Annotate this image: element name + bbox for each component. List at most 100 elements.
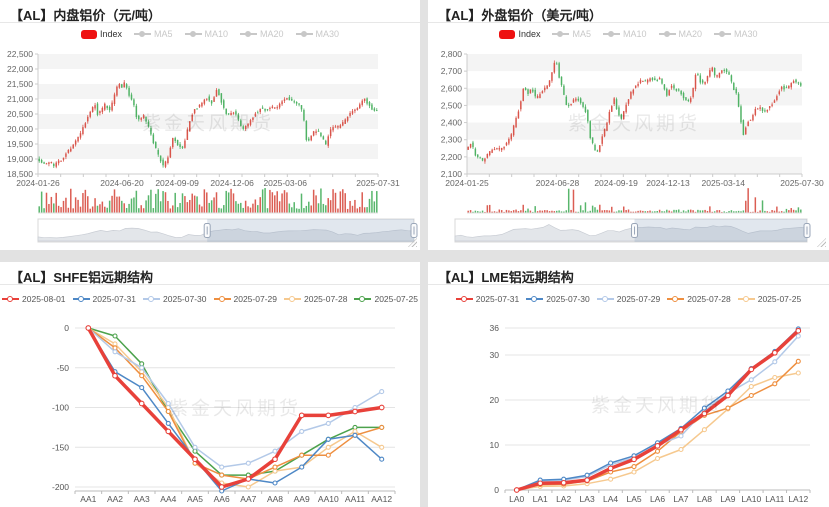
svg-text:LA10: LA10 [741,494,761,504]
legend-item[interactable]: MA10 [603,28,647,40]
page-title: 【AL】内盘铝价（元/吨） [0,0,420,23]
legend-item[interactable]: 2025-07-29 [213,293,277,305]
page-title: 【AL】LME铝远期结构 [428,262,829,285]
svg-text:2,100: 2,100 [441,169,463,179]
legend-line-icon [72,296,90,303]
legend-label: 2025-07-29 [233,294,277,304]
svg-text:0: 0 [64,323,69,333]
svg-text:20,500: 20,500 [7,109,33,119]
legend-line-icon [354,296,372,303]
svg-text:LA12: LA12 [788,494,808,504]
legend-item[interactable]: MA20 [240,28,284,40]
datazoom-selection[interactable] [634,219,807,242]
shfe-price-plot[interactable]: 22,500 22,000 21,500 21,000 20,500 20,000 19,5… [0,0,420,250]
legend-line-icon [2,296,20,303]
svg-text:2,800: 2,800 [441,49,463,59]
svg-text:2,300: 2,300 [441,135,463,145]
legend-line-icon [714,31,732,38]
legend-item[interactable]: Index [80,28,122,40]
legend-label: 2025-07-31 [475,294,520,304]
legend-item[interactable]: 2025-07-28 [667,293,731,305]
legend-item[interactable]: 2025-07-25 [737,293,801,305]
svg-text:AA2: AA2 [107,494,123,504]
svg-text:2024-12-06: 2024-12-06 [210,178,254,188]
chart-legend: 2025-07-31 2025-07-30 2025-07-29 2025-07-28… [428,293,829,305]
legend-line-icon [658,31,676,38]
page-title: 【AL】SHFE铝远期结构 [0,262,420,285]
svg-text:10: 10 [490,440,500,450]
svg-text:LA0: LA0 [509,494,524,504]
svg-text:LA2: LA2 [556,494,571,504]
svg-text:18,500: 18,500 [7,169,33,179]
lme-curve-plot[interactable]: 36 30 20 10 0 LA0 LA1 LA2 LA3 LA4 LA5 LA6 LA7 LA8 LA9 L… [428,262,829,507]
legend-label: 2025-08-01 [22,294,66,304]
legend-item[interactable]: 2025-07-29 [596,293,661,305]
panel-lme-price: 2,800 2,700 2,600 2,500 2,400 2,300 2,200 2,100… [428,0,829,250]
panel-shfe-curve: 0 -50 -100 -150 -200 AA1 AA2 AA3 AA4 AA5 AA6 AA7 AA8… [0,262,420,507]
legend-label: 2025-07-25 [374,294,418,304]
svg-text:2,600: 2,600 [441,83,463,93]
legend-item[interactable]: MA5 [552,28,591,40]
legend-label: 2025-07-29 [616,294,661,304]
svg-text:LA4: LA4 [603,494,618,504]
legend-item[interactable]: MA30 [714,28,758,40]
svg-text:2024-12-13: 2024-12-13 [646,178,690,188]
legend-label: 2025-07-28 [687,294,731,304]
svg-text:22,000: 22,000 [7,64,33,74]
svg-text:LA8: LA8 [697,494,712,504]
svg-text:AA12: AA12 [371,494,392,504]
legend-label: Index [99,29,122,39]
resize-grip-icon[interactable] [408,238,417,247]
legend-item[interactable]: 2025-07-31 [455,293,520,305]
legend-item[interactable]: 2025-07-30 [143,293,207,305]
legend-swatch-icon [499,29,516,39]
legend-line-icon [596,296,614,303]
legend-item[interactable]: MA20 [658,28,703,40]
svg-text:2024-06-28: 2024-06-28 [536,178,580,188]
legend-item[interactable]: Index [499,28,540,40]
svg-text:19,000: 19,000 [7,154,33,164]
legend-item[interactable]: 2025-07-30 [526,293,590,305]
legend-item[interactable]: 2025-07-31 [72,293,137,305]
datazoom-slider[interactable] [454,218,811,243]
legend-line-icon [143,296,161,303]
legend-line-icon [455,296,473,303]
panel-lme-curve: 36 30 20 10 0 LA0 LA1 LA2 LA3 LA4 LA5 LA6 LA7 LA8 LA9 L… [428,262,829,507]
chart-legend: Index MA5 MA10 MA20 MA30 [428,28,829,40]
page-title: 【AL】外盘铝价（美元/吨） [428,0,829,23]
legend-item[interactable]: 2025-07-25 [354,293,418,305]
legend-swatch-icon [80,29,97,39]
legend-line-icon [240,31,258,38]
legend-item[interactable]: 2025-08-01 [2,293,66,305]
legend-line-icon [552,31,570,38]
svg-text:2024-06-20: 2024-06-20 [100,178,144,188]
svg-text:LA5: LA5 [626,494,641,504]
svg-text:-100: -100 [52,403,69,413]
legend-item[interactable]: MA10 [184,28,228,40]
legend-item[interactable]: MA30 [295,28,339,40]
legend-label: MA10 [623,29,647,39]
legend-label: MA5 [153,29,173,39]
svg-text:AA3: AA3 [134,494,150,504]
legend-label: 2025-07-31 [92,294,137,304]
legend-line-icon [213,296,231,303]
legend-line-icon [667,296,685,303]
legend-item[interactable]: MA5 [133,28,173,40]
legend-line-icon [526,296,544,303]
legend-line-icon [283,296,301,303]
svg-text:AA6: AA6 [214,494,230,504]
legend-label: MA20 [678,29,703,39]
svg-text:19,500: 19,500 [7,139,33,149]
legend-item[interactable]: 2025-07-28 [283,293,348,305]
datazoom-slider[interactable] [37,218,418,243]
datazoom-selection[interactable] [207,219,414,242]
legend-label: 2025-07-28 [303,294,348,304]
resize-grip-icon[interactable] [817,238,826,247]
svg-text:LA3: LA3 [580,494,595,504]
lme-price-plot[interactable]: 2,800 2,700 2,600 2,500 2,400 2,300 2,200 2,100… [428,0,829,250]
svg-text:2025-03-06: 2025-03-06 [263,178,307,188]
svg-text:21,000: 21,000 [7,94,33,104]
legend-label: 2025-07-30 [163,294,207,304]
svg-text:-150: -150 [52,442,69,452]
shfe-curve-plot[interactable]: 0 -50 -100 -150 -200 AA1 AA2 AA3 AA4 AA5 AA6 AA7 AA8… [0,262,420,507]
